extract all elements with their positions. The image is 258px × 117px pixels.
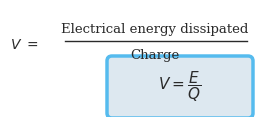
Text: $V = \dfrac{E}{Q}$: $V = \dfrac{E}{Q}$ bbox=[158, 70, 201, 104]
Text: $V\ =$: $V\ =$ bbox=[10, 38, 39, 52]
FancyBboxPatch shape bbox=[107, 56, 253, 117]
Text: Charge: Charge bbox=[130, 49, 180, 62]
Text: Electrical energy dissipated: Electrical energy dissipated bbox=[61, 22, 249, 35]
